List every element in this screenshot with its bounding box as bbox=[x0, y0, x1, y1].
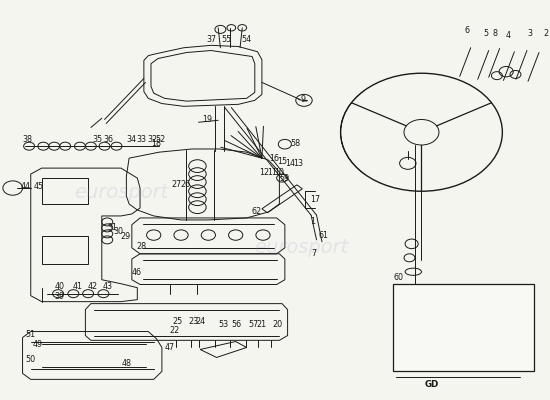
Text: 32: 32 bbox=[147, 135, 158, 144]
Text: 55: 55 bbox=[221, 35, 232, 44]
Text: 13: 13 bbox=[294, 159, 304, 168]
Text: 39: 39 bbox=[54, 292, 65, 301]
Text: 25: 25 bbox=[172, 317, 183, 326]
Text: 45: 45 bbox=[34, 182, 44, 190]
Text: 64: 64 bbox=[444, 318, 454, 327]
Text: 28: 28 bbox=[136, 242, 146, 251]
Text: 14: 14 bbox=[285, 159, 295, 168]
Text: 60: 60 bbox=[393, 273, 403, 282]
Text: eurosport: eurosport bbox=[254, 238, 348, 257]
Text: 15: 15 bbox=[278, 157, 288, 166]
Text: 27: 27 bbox=[172, 180, 182, 189]
Text: 43: 43 bbox=[102, 282, 112, 291]
Text: 48: 48 bbox=[122, 359, 131, 368]
Text: 3: 3 bbox=[527, 29, 532, 38]
Text: 58: 58 bbox=[290, 139, 300, 148]
Text: eurosport: eurosport bbox=[74, 182, 168, 202]
Text: 4: 4 bbox=[505, 31, 510, 40]
Text: 46: 46 bbox=[131, 268, 142, 277]
Text: 31: 31 bbox=[107, 223, 117, 232]
Text: 23: 23 bbox=[188, 317, 198, 326]
Text: 24: 24 bbox=[196, 317, 206, 326]
Text: 47: 47 bbox=[165, 343, 175, 352]
Text: GD: GD bbox=[424, 380, 438, 389]
Text: 37: 37 bbox=[206, 35, 216, 44]
Text: 44: 44 bbox=[20, 182, 30, 190]
Text: 36: 36 bbox=[104, 135, 114, 144]
FancyBboxPatch shape bbox=[393, 284, 534, 371]
Text: 26: 26 bbox=[180, 180, 190, 189]
Text: 10: 10 bbox=[274, 168, 284, 177]
Text: 20: 20 bbox=[273, 320, 283, 329]
Text: 17: 17 bbox=[311, 196, 321, 204]
Text: 63: 63 bbox=[414, 318, 424, 327]
Text: 40: 40 bbox=[54, 282, 65, 291]
Text: 19: 19 bbox=[202, 115, 212, 124]
Text: 12: 12 bbox=[259, 168, 269, 177]
Text: 30: 30 bbox=[114, 227, 124, 236]
Text: 34: 34 bbox=[127, 135, 137, 144]
Text: 59: 59 bbox=[280, 174, 290, 182]
Text: 29: 29 bbox=[120, 232, 131, 241]
Text: 21: 21 bbox=[256, 320, 266, 329]
Text: 8: 8 bbox=[493, 29, 498, 38]
Text: 42: 42 bbox=[87, 282, 97, 291]
Text: 41: 41 bbox=[72, 282, 82, 291]
Text: 50: 50 bbox=[26, 355, 36, 364]
Text: 33: 33 bbox=[137, 135, 147, 144]
Text: 16: 16 bbox=[269, 154, 279, 163]
Text: 9: 9 bbox=[300, 95, 305, 104]
Text: 2: 2 bbox=[543, 29, 548, 38]
Text: 54: 54 bbox=[241, 35, 252, 44]
Text: 51: 51 bbox=[26, 330, 36, 339]
Text: 56: 56 bbox=[232, 320, 242, 329]
Text: 52: 52 bbox=[155, 135, 166, 144]
Text: 22: 22 bbox=[169, 326, 180, 335]
Text: 49: 49 bbox=[33, 340, 43, 349]
Text: 6: 6 bbox=[465, 26, 470, 35]
Text: 18: 18 bbox=[151, 139, 161, 148]
Text: 53: 53 bbox=[218, 320, 229, 329]
Text: 1: 1 bbox=[310, 218, 315, 226]
Text: 11: 11 bbox=[267, 168, 277, 177]
Text: 35: 35 bbox=[93, 135, 103, 144]
Text: 5: 5 bbox=[483, 29, 489, 38]
Text: 7: 7 bbox=[311, 249, 317, 258]
Text: 38: 38 bbox=[22, 135, 32, 144]
Text: 57: 57 bbox=[248, 320, 258, 329]
Text: 61: 61 bbox=[319, 231, 329, 240]
Text: 62: 62 bbox=[252, 208, 262, 216]
